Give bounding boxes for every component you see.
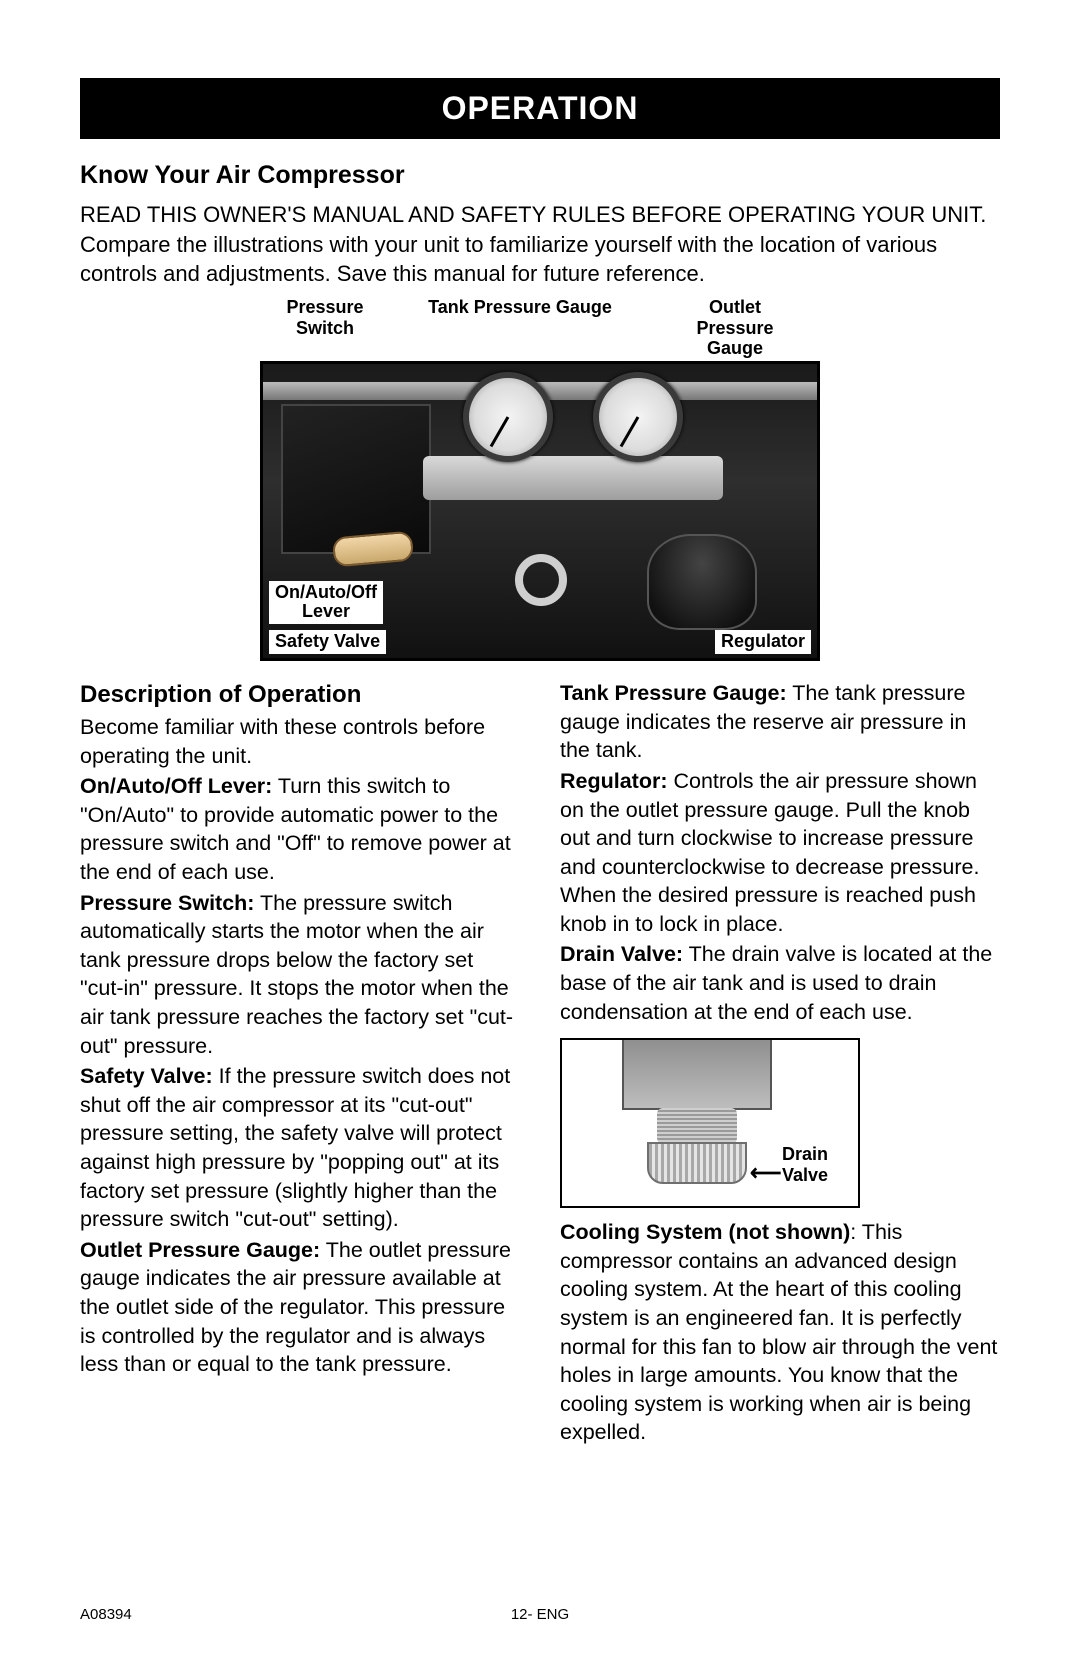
label-on-auto-off-lever: On/Auto/Off Lever (269, 581, 383, 625)
term-safety-valve: Safety Valve: (80, 1064, 213, 1088)
right-column: Tank Pressure Gauge: The tank pressure g… (560, 679, 1000, 1449)
label-pressure-switch: Pressure Switch (260, 297, 390, 359)
label-regulator: Regulator (715, 630, 811, 654)
page-number: 12- ENG (387, 1606, 694, 1623)
drain-valve-para: Drain Valve: The drain valve is located … (560, 940, 1000, 1026)
arrow-icon: ⟵ (750, 1158, 782, 1187)
main-diagram: Pressure Switch Tank Pressure Gauge Outl… (260, 297, 820, 661)
regulator-para: Regulator: Controls the air pressure sho… (560, 767, 1000, 939)
controls-intro: Become familiar with these controls befo… (80, 713, 520, 770)
term-cooling-system: Cooling System (not shown) (560, 1220, 850, 1244)
safety-valve-para: Safety Valve: If the pressure switch doe… (80, 1062, 520, 1234)
term-pressure-switch: Pressure Switch: (80, 891, 254, 915)
text-regulator: Controls the air pressure shown on the o… (560, 769, 979, 936)
text-safety-valve: If the pressure switch does not shut off… (80, 1064, 510, 1231)
left-column: Description of Operation Become familiar… (80, 679, 520, 1449)
term-drain-valve: Drain Valve: (560, 942, 683, 966)
cooling-system-para: Cooling System (not shown): This compres… (560, 1218, 1000, 1447)
two-column-content: Description of Operation Become familiar… (80, 679, 1000, 1449)
page-footer: A08394 12- ENG (80, 1606, 1000, 1623)
drain-valve-label: Drain Valve (782, 1144, 828, 1185)
diagram-image: On/Auto/Off Lever Safety Valve Regulator (260, 361, 820, 661)
outlet-pressure-gauge-para: Outlet Pressure Gauge: The outlet pressu… (80, 1236, 520, 1379)
diagram-top-labels: Pressure Switch Tank Pressure Gauge Outl… (260, 297, 820, 359)
know-your-compressor-title: Know Your Air Compressor (80, 161, 1000, 190)
section-header-bar: OPERATION (80, 78, 1000, 139)
intro-paragraph: READ THIS OWNER'S MANUAL AND SAFETY RULE… (80, 200, 1000, 289)
tank-pressure-gauge-para: Tank Pressure Gauge: The tank pressure g… (560, 679, 1000, 765)
description-of-operation-title: Description of Operation (80, 679, 520, 711)
drain-valve-figure: ⟵ Drain Valve (560, 1038, 860, 1208)
label-safety-valve: Safety Valve (269, 630, 386, 654)
term-lever: On/Auto/Off Lever: (80, 774, 272, 798)
pressure-switch-para: Pressure Switch: The pressure switch aut… (80, 889, 520, 1061)
document-number: A08394 (80, 1606, 387, 1623)
label-tank-pressure-gauge: Tank Pressure Gauge (390, 297, 650, 359)
label-outlet-pressure-gauge: Outlet Pressure Gauge (650, 297, 820, 359)
text-cooling-system: : This compressor contains an advanced d… (560, 1220, 997, 1444)
term-regulator: Regulator: (560, 769, 668, 793)
on-auto-off-lever-para: On/Auto/Off Lever: Turn this switch to "… (80, 772, 520, 886)
term-tank-gauge: Tank Pressure Gauge: (560, 681, 787, 705)
term-outlet-gauge: Outlet Pressure Gauge: (80, 1238, 320, 1262)
text-pressure-switch: The pressure switch automatically starts… (80, 891, 513, 1058)
